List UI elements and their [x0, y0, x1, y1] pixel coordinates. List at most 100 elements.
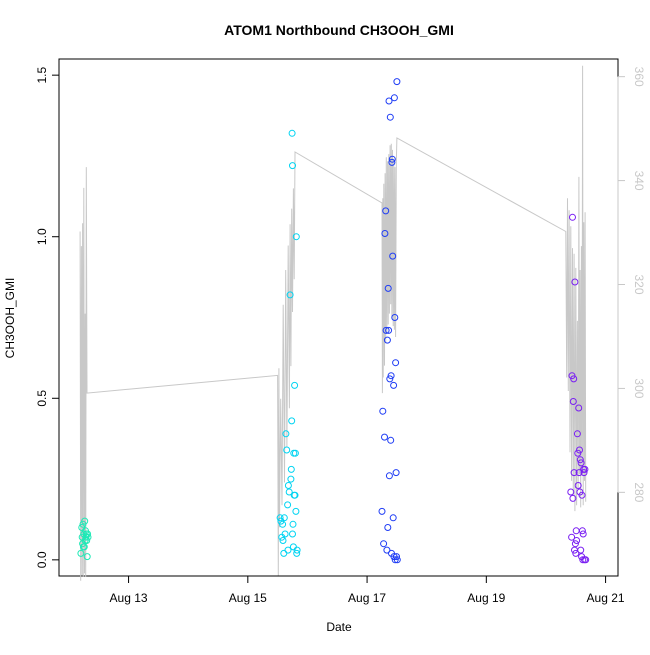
- y-tick-label: 0.0: [35, 551, 49, 568]
- data-point: [392, 469, 400, 477]
- data-point: [285, 488, 293, 496]
- y-axis: 0.0 0.5 1.0 1.5: [35, 66, 60, 568]
- data-point: [379, 407, 387, 415]
- data-point: [577, 459, 585, 467]
- data-point: [279, 520, 287, 528]
- data-point: [380, 540, 388, 548]
- plot-frame: [58, 58, 619, 577]
- data-point: [388, 155, 396, 163]
- y-axis-label: CH3OOH_GMI: [3, 278, 17, 359]
- data-point: [83, 553, 91, 561]
- data-point: [385, 326, 393, 334]
- data-point: [287, 475, 295, 483]
- data-point: [286, 291, 294, 299]
- data-point: [291, 491, 299, 499]
- data-point: [393, 553, 400, 561]
- data-point: [386, 113, 394, 121]
- data-point: [383, 546, 391, 554]
- data-point: [291, 449, 299, 457]
- data-point: [281, 530, 289, 538]
- data-point: [573, 537, 581, 544]
- x-tick-label: Aug 21: [587, 591, 625, 605]
- data-point: [570, 375, 578, 383]
- point-series-1: [77, 517, 92, 561]
- right-axis-series-line: [79, 65, 587, 581]
- data-point: [389, 252, 397, 260]
- data-point: [385, 97, 393, 105]
- data-point: [569, 398, 577, 405]
- data-point: [391, 556, 399, 564]
- data-point: [83, 537, 91, 544]
- data-point: [81, 517, 89, 525]
- data-point: [578, 491, 586, 499]
- data-point: [284, 546, 292, 554]
- data-point: [387, 372, 395, 380]
- data-point: [390, 381, 398, 389]
- data-point: [582, 556, 590, 564]
- data-point: [382, 326, 390, 334]
- data-point: [381, 433, 388, 441]
- data-point: [389, 514, 397, 522]
- right-y-tick-label: 280: [632, 482, 646, 502]
- right-y-axis: 280 300 320 340 360: [617, 67, 646, 503]
- data-point: [288, 417, 296, 425]
- data-point: [572, 549, 580, 557]
- right-y-tick-label: 340: [632, 171, 646, 191]
- data-point: [381, 230, 389, 237]
- data-point: [283, 446, 291, 454]
- data-point: [293, 546, 301, 554]
- data-point: [571, 278, 579, 286]
- data-point: [284, 501, 292, 509]
- data-point: [383, 336, 391, 344]
- x-axis-label: Date: [326, 620, 352, 634]
- data-point: [386, 375, 394, 383]
- right-y-tick-label: 360: [632, 67, 646, 87]
- right-axis-line-layer: [79, 65, 587, 581]
- data-point: [288, 129, 296, 137]
- x-axis: Aug 13 Aug 15 Aug 17 Aug 19 Aug 21: [110, 575, 625, 605]
- data-point: [291, 381, 299, 389]
- data-point: [287, 465, 295, 473]
- data-point: [279, 537, 287, 544]
- data-point: [276, 514, 284, 522]
- right-y-tick-label: 320: [632, 274, 646, 294]
- data-point: [293, 549, 301, 557]
- data-point: [385, 472, 393, 480]
- data-point: [280, 549, 288, 557]
- data-point: [289, 162, 296, 170]
- x-tick-label: Aug 15: [229, 591, 267, 605]
- data-point: [569, 213, 576, 221]
- data-point: [578, 527, 586, 535]
- y-tick-label: 1.0: [35, 228, 49, 245]
- x-tick-label: Aug 13: [110, 591, 148, 605]
- data-point: [289, 530, 296, 538]
- data-point: [292, 507, 300, 515]
- y-tick-label: 0.5: [35, 390, 49, 407]
- point-series-2: [276, 129, 301, 557]
- data-point: [282, 430, 290, 438]
- right-y-tick-label: 300: [632, 378, 646, 398]
- data-point: [382, 207, 390, 215]
- data-point: [384, 524, 392, 531]
- data-point: [571, 540, 579, 548]
- data-point: [577, 546, 585, 554]
- data-point: [390, 94, 398, 102]
- y-tick-label: 1.5: [35, 66, 49, 83]
- data-point: [575, 404, 583, 412]
- data-point: [384, 284, 392, 292]
- data-point: [392, 359, 400, 367]
- data-point: [393, 556, 401, 564]
- x-tick-label: Aug 17: [348, 591, 386, 605]
- data-point: [387, 436, 395, 444]
- x-tick-label: Aug 19: [467, 591, 505, 605]
- data-point: [570, 469, 578, 477]
- data-point: [289, 520, 297, 528]
- data-point: [378, 507, 386, 515]
- data-point: [581, 465, 589, 473]
- data-point: [580, 469, 588, 477]
- data-point: [573, 430, 581, 438]
- data-point: [579, 530, 587, 538]
- chart-title: ATOM1 Northbound CH3OOH_GMI: [224, 22, 454, 38]
- data-point: [284, 482, 292, 489]
